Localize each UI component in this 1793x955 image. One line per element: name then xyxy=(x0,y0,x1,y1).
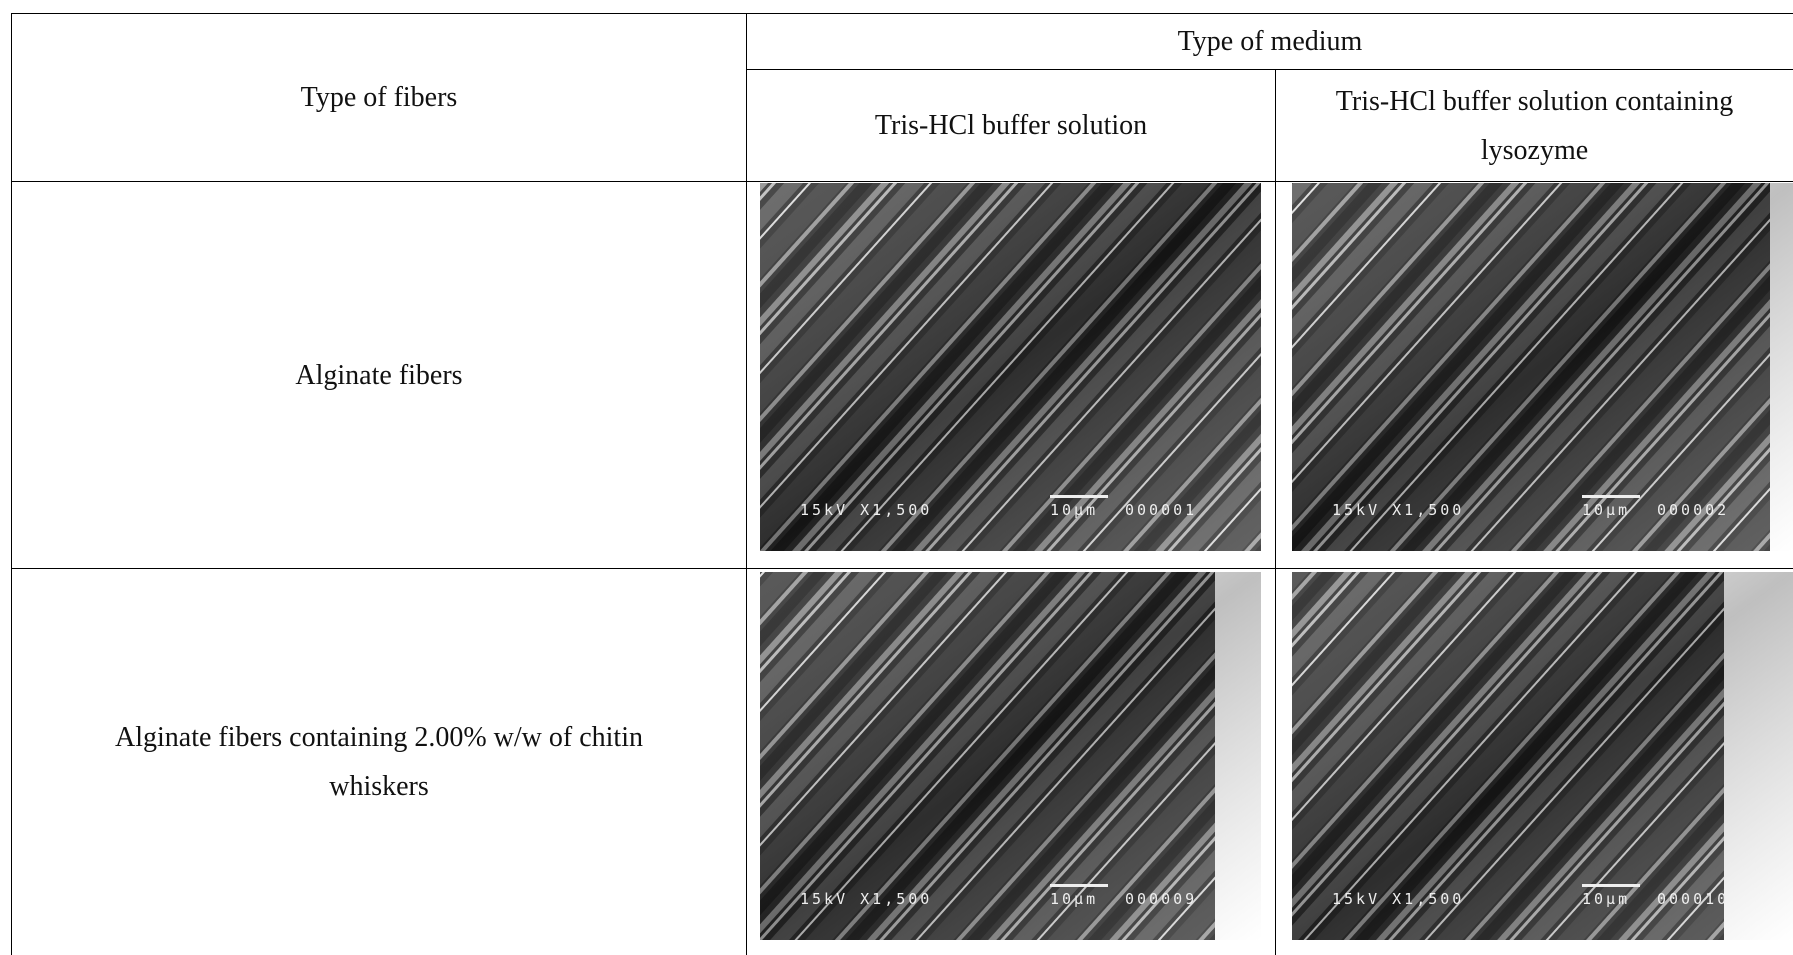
sem-settings: 15kV X1,500 xyxy=(1332,501,1464,519)
shading xyxy=(1292,572,1793,940)
scale-bar xyxy=(1050,495,1108,498)
sem-id: 000001 xyxy=(1125,501,1197,519)
row-label: Alginate fibers containing 2.00% w/w of … xyxy=(12,569,746,955)
header-text: Tris-HCl buffer solution containing lyso… xyxy=(1335,85,1734,166)
shading xyxy=(760,572,1261,940)
sem-id: 000010 xyxy=(1657,890,1729,908)
micrograph: 15kV X1,500 10µm 000009 xyxy=(760,572,1261,940)
micrograph: 15kV X1,500 10µm 000010 xyxy=(1292,572,1793,940)
sem-settings: 15kV X1,500 xyxy=(800,501,932,519)
rule xyxy=(11,568,1793,569)
rule xyxy=(1275,69,1276,955)
scale-bar xyxy=(1582,495,1640,498)
sem-settings: 15kV X1,500 xyxy=(1332,890,1464,908)
rule xyxy=(11,181,1793,182)
micrograph: 15kV X1,500 10µm 000002 xyxy=(1292,183,1793,551)
shading xyxy=(760,183,1261,551)
rule xyxy=(746,13,747,955)
shading xyxy=(1292,183,1793,551)
header-text: Tris-HCl buffer solution xyxy=(874,110,1148,141)
rule xyxy=(746,69,1793,70)
sem-settings: 15kV X1,500 xyxy=(800,890,932,908)
sem-scale: 10µm xyxy=(1582,890,1630,908)
rule xyxy=(11,13,1793,14)
scale-bar xyxy=(1050,884,1108,887)
header-cell: Type of medium xyxy=(747,14,1793,69)
micrograph: 15kV X1,500 10µm 000001 xyxy=(760,183,1261,551)
sem-scale: 10µm xyxy=(1050,890,1098,908)
header-cell: Tris-HCl buffer solution containing lyso… xyxy=(1276,70,1793,181)
row-text: Alginate fibers containing 2.00% w/w of … xyxy=(115,722,643,802)
header-cell: Type of fibers xyxy=(12,14,746,181)
row-label: Alginate fibers xyxy=(12,182,746,568)
sem-id: 000002 xyxy=(1657,501,1729,519)
scale-bar xyxy=(1582,884,1640,887)
sem-scale: 10µm xyxy=(1050,501,1098,519)
row-text: Alginate fibers xyxy=(295,359,463,391)
sem-scale: 10µm xyxy=(1582,501,1630,519)
sem-id: 000009 xyxy=(1125,890,1197,908)
header-cell: Tris-HCl buffer solution xyxy=(747,70,1275,181)
rule xyxy=(11,13,12,955)
header-text: Type of medium xyxy=(1177,26,1363,57)
header-text: Type of fibers xyxy=(300,82,458,113)
